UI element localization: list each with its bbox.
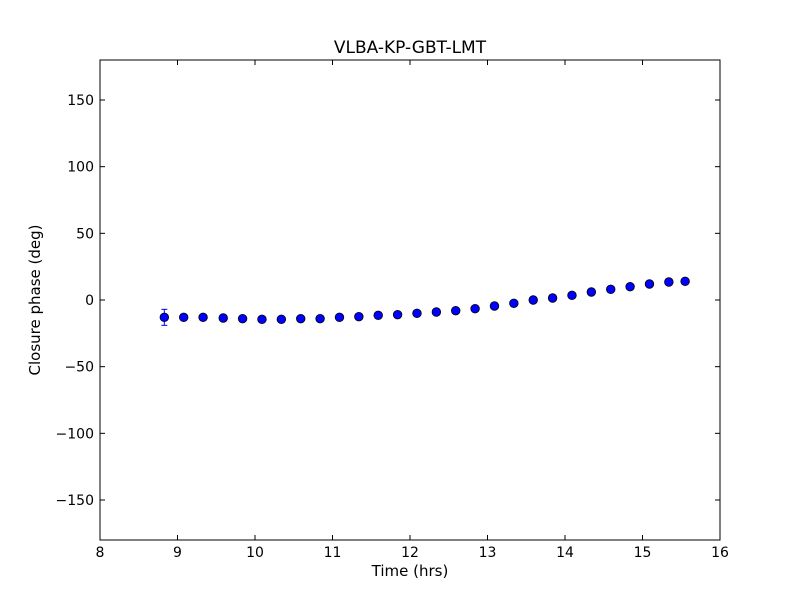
data-point (528, 295, 538, 305)
data-point (334, 312, 345, 323)
x-tick-label: 16 (711, 545, 729, 561)
data-point (625, 281, 635, 292)
data-point (412, 308, 422, 319)
y-tick-label: 150 (67, 93, 94, 109)
y-tick-label: 100 (67, 160, 94, 176)
y-tick-label: 0 (85, 293, 94, 309)
x-tick-label: 15 (634, 545, 652, 561)
data-point (296, 313, 306, 324)
data-point (547, 293, 558, 303)
data-point (680, 276, 690, 287)
data-point (509, 298, 519, 309)
x-tick-label: 8 (96, 545, 105, 561)
y-tick-label: −150 (56, 493, 94, 509)
plot-area-frame (99, 59, 721, 541)
chart-title: VLBA-KP-GBT-LMT (334, 38, 487, 58)
data-point (431, 307, 442, 317)
data-point (354, 311, 364, 322)
data-point (315, 313, 325, 324)
x-tick-label: 9 (173, 545, 182, 561)
x-axis-label: Time (hrs) (371, 562, 449, 580)
data-point (178, 312, 189, 323)
data-point (159, 312, 170, 323)
y-axis-label: Closure phase (deg) (26, 225, 44, 376)
data-point (489, 301, 500, 311)
data-point (392, 309, 403, 320)
data-point (606, 284, 616, 295)
data-point (644, 279, 655, 289)
x-tick-label: 10 (246, 545, 264, 561)
data-point (257, 314, 267, 325)
data-point (586, 287, 597, 297)
x-tick-label: 13 (479, 545, 497, 561)
x-tick-label: 11 (324, 545, 342, 561)
data-point (664, 277, 674, 287)
data-point (567, 290, 577, 301)
x-tick-label: 12 (401, 545, 419, 561)
y-tick-label: −100 (56, 426, 94, 442)
data-point (373, 310, 383, 321)
data-points (159, 276, 690, 325)
data-point (451, 305, 461, 316)
data-point (198, 312, 208, 323)
y-tick-label: 50 (76, 226, 94, 242)
data-point (470, 303, 480, 314)
data-point (237, 313, 248, 324)
axis-ticks: 8 9 10 11 12 13 14 15 16 −150 −100 −50 0 50 100 150 (56, 60, 729, 561)
data-point (218, 313, 228, 323)
data-point (276, 314, 287, 325)
x-tick-label: 14 (556, 545, 574, 561)
y-tick-label: −50 (64, 360, 94, 376)
